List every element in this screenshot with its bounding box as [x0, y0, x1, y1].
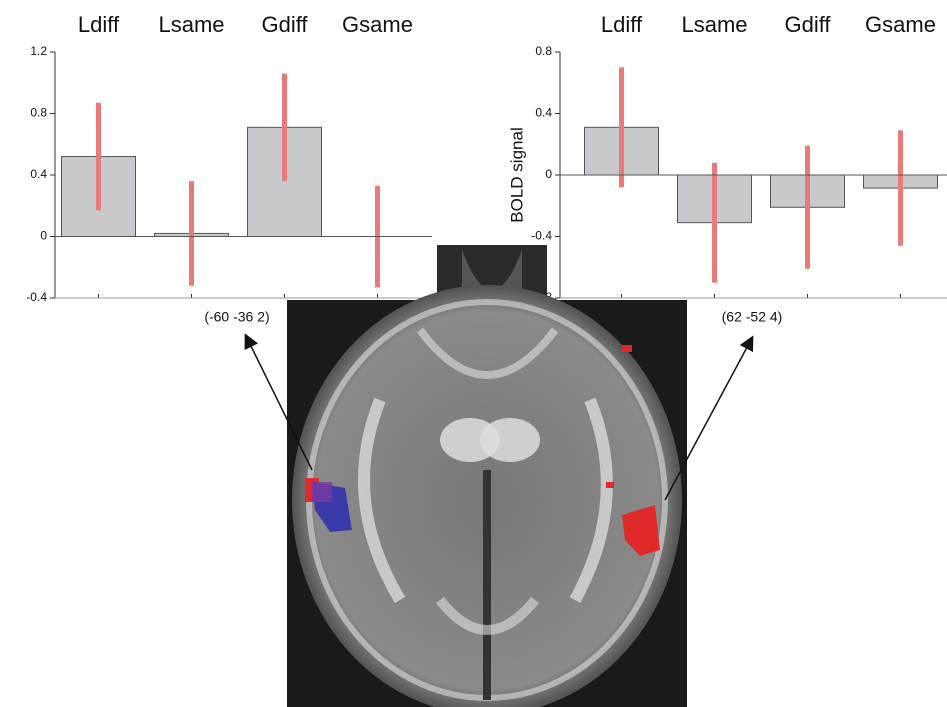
brain-image: [246, 245, 752, 707]
category-label: Gsame: [342, 12, 413, 37]
category-label: Gdiff: [261, 12, 308, 37]
category-label: Gsame: [865, 12, 936, 37]
figure: -0.4 0 0.4 0.8 1.2 Ldiff Lsame Gdiff Gsame (-60 -…: [0, 0, 947, 707]
y-tick-label: 0.4: [535, 106, 552, 120]
coordinate-label: (62 -52 4): [722, 309, 783, 325]
category-label: Gdiff: [784, 12, 831, 37]
category-label: Lsame: [158, 12, 224, 37]
y-tick-label: -0.4: [26, 290, 47, 304]
y-tick-label: -0.4: [531, 229, 552, 243]
y-axis-label: BOLD signal: [507, 127, 526, 222]
category-label: Ldiff: [601, 12, 643, 37]
y-tick-label: 0.8: [535, 44, 552, 58]
y-tick-label: 0: [40, 229, 47, 243]
category-label: Lsame: [681, 12, 747, 37]
y-tick-label: 0.4: [30, 167, 47, 181]
category-label: Ldiff: [78, 12, 120, 37]
coordinate-label: (-60 -36 2): [204, 309, 269, 325]
y-tick-label: 0: [545, 167, 552, 181]
y-tick-label: 0.8: [30, 106, 47, 120]
y-tick-label: 1.2: [30, 44, 47, 58]
